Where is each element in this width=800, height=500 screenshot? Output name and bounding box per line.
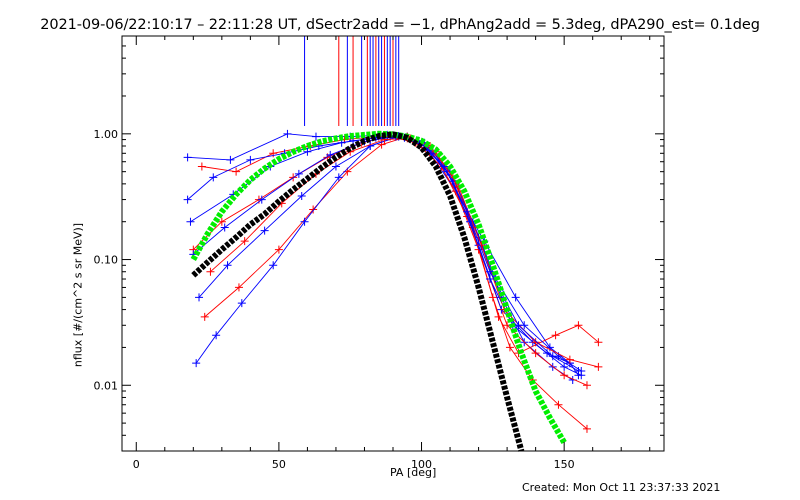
data-point-blue	[311, 132, 320, 141]
data-point-blue	[577, 371, 586, 380]
data-point-blue	[192, 359, 201, 368]
data-point-blue	[514, 321, 523, 330]
data-point-blue	[485, 267, 494, 276]
x-tick-label: 0	[133, 458, 140, 471]
data-point-blue	[463, 207, 472, 216]
data-point-blue	[209, 173, 218, 182]
data-point-blue	[511, 293, 520, 302]
y-tick-label: 1.00	[94, 128, 119, 141]
series-line-red	[192, 136, 588, 386]
data-point-blue	[257, 195, 266, 204]
data-point-red	[565, 355, 574, 364]
plot-axes: 0 50 100 150 0.01 0.10 1.00	[94, 35, 665, 471]
data-point-red	[488, 293, 497, 302]
series-line-blue	[187, 136, 573, 381]
fit-curve-black	[191, 131, 525, 452]
data-point-blue	[212, 331, 221, 340]
data-point-red	[274, 245, 283, 254]
data-point-blue	[303, 147, 312, 156]
data-point-red	[554, 400, 563, 409]
data-point-blue	[195, 293, 204, 302]
data-point-blue	[334, 173, 343, 182]
data-point-red	[594, 362, 603, 371]
data-point-blue	[220, 223, 229, 232]
data-point-blue	[300, 217, 309, 226]
data-point-red	[217, 217, 226, 226]
data-point-red	[594, 338, 603, 347]
data-point-red	[574, 321, 583, 330]
data-point-blue	[260, 226, 269, 235]
x-tick-label: 50	[272, 458, 286, 471]
data-point-red	[206, 267, 215, 276]
data-point-red	[234, 283, 243, 292]
vertical-marker-lines	[304, 36, 400, 126]
data-point-red	[232, 167, 241, 176]
data-point-blue	[237, 299, 246, 308]
data-point-red	[309, 205, 318, 214]
data-point-red	[531, 349, 540, 358]
data-point-blue	[283, 129, 292, 138]
data-point-blue	[186, 217, 195, 226]
data-point-red	[505, 343, 514, 352]
series-line-red	[204, 136, 588, 430]
fit-curves	[190, 130, 567, 452]
data-point-red	[197, 162, 206, 171]
data-point-blue	[294, 169, 303, 178]
y-tick-label: 0.10	[94, 254, 119, 267]
data-point-blue	[269, 261, 278, 270]
data-point-blue	[326, 150, 335, 159]
data-point-blue	[226, 155, 235, 164]
data-point-blue	[548, 352, 557, 361]
data-point-red	[582, 424, 591, 433]
data-point-red	[531, 338, 540, 347]
data-point-red	[582, 381, 591, 390]
data-point-blue	[545, 343, 554, 352]
data-point-red	[551, 331, 560, 340]
y-tick-label: 0.01	[94, 379, 119, 392]
data-point-red	[200, 312, 209, 321]
data-point-blue	[223, 261, 232, 270]
flux-series	[183, 129, 603, 433]
data-point-blue	[574, 366, 583, 375]
data-point-blue	[183, 153, 192, 162]
data-point-blue	[331, 162, 340, 171]
data-point-red	[240, 237, 249, 246]
x-tick-label: 100	[411, 458, 432, 471]
chart-title: 2021-09-06/22:10:17 – 22:11:28 UT, dSect…	[40, 17, 760, 33]
created-timestamp: Created: Mon Oct 11 23:37:33 2021	[522, 481, 721, 494]
data-point-blue	[246, 155, 255, 164]
data-point-red	[560, 371, 569, 380]
data-point-blue	[560, 362, 569, 371]
data-point-blue	[183, 195, 192, 204]
data-point-red	[269, 149, 278, 158]
data-point-blue	[297, 192, 306, 201]
y-axis-label: nflux [#/(cm^2 s sr MeV)]	[71, 222, 85, 368]
x-tick-label: 150	[554, 458, 575, 471]
x-axis-label: PA [deg]	[390, 466, 437, 479]
